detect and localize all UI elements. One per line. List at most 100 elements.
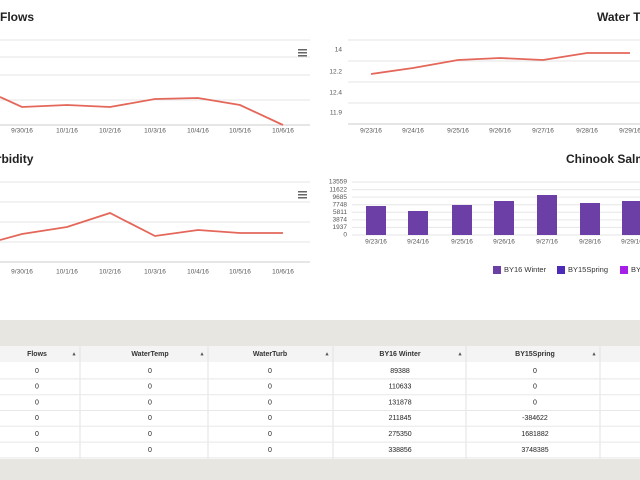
legend-swatch: [620, 266, 628, 274]
x-tick-label: 10/1/16: [56, 128, 78, 135]
chart-title: Water Temp: [597, 10, 640, 24]
sort-icon: ▴: [72, 351, 76, 358]
sort-icon: ▴: [458, 351, 462, 358]
x-tick-label: 10/1/16: [56, 269, 78, 276]
cell: 1681882: [521, 431, 548, 438]
cell: 0: [35, 368, 39, 375]
y-tick-label: 12.2: [329, 69, 342, 76]
cell: 0: [35, 415, 39, 422]
x-tick-label: 10/6/16: [272, 269, 294, 276]
cell: 0: [533, 384, 537, 391]
water-temp-chart: [348, 39, 640, 125]
cell: -384622: [522, 415, 548, 422]
cell: 0: [268, 399, 272, 406]
x-tick-label: 9/29/16: [621, 239, 640, 246]
cell: 0: [148, 368, 152, 375]
cell: 0: [35, 399, 39, 406]
y-tick-label: 11622: [329, 186, 347, 193]
legend-label: BY16 Winter: [504, 265, 547, 274]
x-tick-label: 10/3/16: [144, 269, 166, 276]
y-tick-label: 0: [343, 232, 347, 239]
bar: [494, 200, 514, 235]
toolbar: [0, 320, 640, 346]
x-tick-label: 9/24/16: [402, 128, 424, 135]
cell: 275350: [388, 431, 411, 438]
sort-icon: ▴: [592, 351, 596, 358]
x-tick-label: 9/27/16: [532, 128, 554, 135]
cell: 0: [268, 368, 272, 375]
y-tick-label: 3874: [333, 217, 348, 224]
x-tick-label: 10/2/16: [99, 269, 121, 276]
cell: 0: [533, 399, 537, 406]
cell: 0: [268, 384, 272, 391]
bar: [452, 204, 472, 235]
cell: 0: [35, 431, 39, 438]
y-tick-label: 14: [335, 47, 343, 54]
column-header: BY16 Winter: [379, 351, 420, 358]
bar: [580, 202, 600, 235]
cell: 0: [268, 415, 272, 422]
x-tick-label: 9/26/16: [493, 239, 515, 246]
cell: 0: [35, 384, 39, 391]
x-tick-label: 10/3/16: [144, 128, 166, 135]
legend-label: BY: [631, 265, 640, 274]
y-tick-label: 11.9: [330, 110, 343, 117]
column-header: BY15Spring: [515, 351, 555, 358]
cell: 0: [148, 447, 152, 454]
x-tick-label: 9/30/16: [11, 269, 33, 276]
sort-icon: ▴: [325, 351, 329, 358]
sort-icon: ▴: [200, 351, 204, 358]
x-tick-label: 9/30/16: [11, 128, 33, 135]
cell: 89388: [390, 368, 410, 375]
y-tick-label: 9685: [333, 194, 348, 201]
water-temp-line: [370, 52, 630, 75]
x-tick-label: 10/4/16: [187, 269, 209, 276]
flows-chart: [0, 39, 310, 126]
x-tick-label: 10/4/16: [187, 128, 209, 135]
bar: [408, 210, 428, 235]
column-header: Flows: [27, 351, 47, 358]
legend-swatch: [557, 266, 565, 274]
x-tick-label: 10/5/16: [229, 269, 251, 276]
cell: 0: [148, 431, 152, 438]
cell: 0: [268, 431, 272, 438]
column-header: WaterTurb: [253, 351, 287, 358]
x-tick-label: 10/2/16: [99, 128, 121, 135]
turbidity-line: [0, 212, 283, 241]
cell: 338856: [388, 447, 411, 454]
footer: [0, 459, 640, 480]
x-tick-label: 10/5/16: [229, 128, 251, 135]
x-tick-label: 9/25/16: [447, 128, 469, 135]
cell: 0: [268, 447, 272, 454]
x-tick-label: 9/28/16: [579, 239, 601, 246]
table-header: [0, 346, 640, 362]
x-tick-label: 10/6/16: [272, 128, 294, 135]
bar: [537, 195, 557, 235]
turbidity-chart: [0, 181, 310, 263]
column-header: WaterTemp: [131, 351, 168, 358]
x-tick-label: 9/24/16: [407, 239, 429, 246]
chart-title: Flows: [0, 10, 34, 24]
legend-label: BY15Spring: [568, 265, 608, 274]
cell: 3748385: [521, 447, 548, 454]
x-tick-label: 9/28/16: [576, 128, 598, 135]
cell: 0: [148, 399, 152, 406]
legend-swatch: [493, 266, 501, 274]
cell: 0: [148, 384, 152, 391]
y-tick-label: 13559: [329, 179, 347, 186]
x-tick-label: 9/29/16: [619, 128, 640, 135]
x-tick-label: 9/23/16: [365, 239, 387, 246]
y-tick-label: 12.4: [329, 90, 342, 97]
cell: 211845: [389, 415, 412, 422]
x-tick-label: 9/23/16: [360, 128, 382, 135]
cell: 0: [148, 415, 152, 422]
y-tick-label: 7748: [333, 201, 348, 208]
y-tick-label: 1937: [333, 224, 348, 231]
x-tick-label: 9/25/16: [451, 239, 473, 246]
chart-title: Turbidity: [0, 152, 34, 166]
menu-icon[interactable]: [298, 191, 307, 199]
menu-icon[interactable]: [298, 49, 307, 57]
x-tick-label: 9/26/16: [489, 128, 511, 135]
bar: [622, 200, 640, 235]
